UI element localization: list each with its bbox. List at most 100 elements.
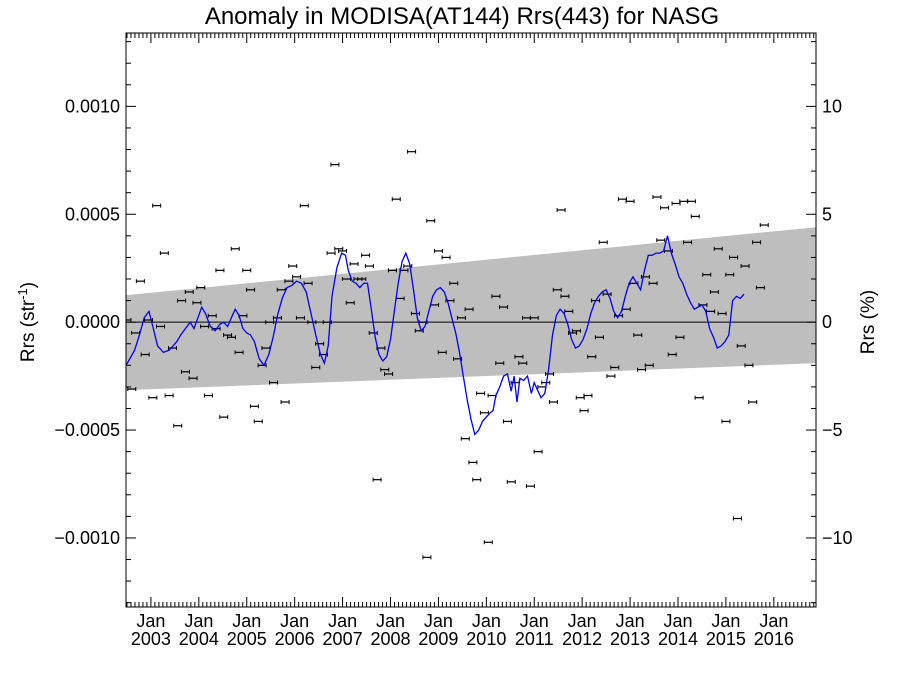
data-point	[345, 300, 355, 305]
data-point	[675, 335, 685, 340]
data-point	[299, 203, 309, 208]
data-point	[702, 272, 712, 277]
x-tick-month: Jan	[136, 611, 165, 631]
data-point	[460, 436, 470, 441]
data-point	[433, 248, 443, 253]
data-point	[660, 205, 670, 210]
data-point	[249, 404, 259, 409]
data-point	[713, 246, 723, 251]
data-point	[721, 419, 731, 424]
data-point	[491, 294, 501, 299]
data-point	[656, 238, 666, 243]
data-point	[598, 240, 608, 245]
x-tick-month: Jan	[472, 611, 501, 631]
data-point	[759, 223, 769, 228]
data-point	[717, 311, 727, 316]
data-point	[338, 248, 348, 253]
data-point	[575, 395, 585, 400]
data-point	[644, 363, 654, 368]
x-tick-month: Jan	[663, 611, 692, 631]
data-point	[533, 449, 543, 454]
data-point	[709, 289, 719, 294]
data-point	[725, 272, 735, 277]
data-point	[223, 333, 233, 338]
data-point	[671, 201, 681, 206]
x-tick-month: Jan	[184, 611, 213, 631]
data-point	[476, 391, 486, 396]
data-point	[637, 367, 647, 372]
data-point	[683, 240, 693, 245]
data-point	[502, 419, 512, 424]
data-point	[594, 335, 604, 340]
x-tick-month: Jan	[376, 611, 405, 631]
data-point	[748, 400, 758, 404]
data-point	[525, 484, 535, 489]
x-tick-month: Jan	[711, 611, 740, 631]
data-point	[449, 281, 459, 286]
chart-title: Anomaly in MODISA(AT144) Rrs(443) for NA…	[205, 3, 719, 30]
data-point	[326, 251, 336, 256]
data-point	[468, 460, 478, 465]
x-tick-year: 2009	[418, 629, 458, 649]
data-point	[495, 361, 505, 366]
data-point	[177, 298, 187, 303]
data-point	[441, 255, 451, 260]
data-point	[652, 195, 662, 199]
data-point	[732, 516, 742, 521]
data-point	[257, 363, 267, 368]
data-point	[164, 393, 174, 398]
x-tick-month: Jan	[568, 611, 597, 631]
data-point	[564, 309, 574, 314]
data-point	[755, 285, 765, 290]
data-point	[633, 333, 643, 338]
data-point	[159, 251, 169, 256]
x-tick-month: Jan	[520, 611, 549, 631]
data-point	[135, 279, 145, 284]
data-point	[617, 197, 627, 202]
x-tick-month: Jan	[328, 611, 357, 631]
data-point	[303, 281, 313, 286]
data-point	[529, 315, 539, 320]
right-tick-label: −10	[822, 528, 853, 548]
data-point	[606, 374, 616, 379]
left-y-axis: 0.0010 0.0005 0.0000 −0.0005 −0.0010	[54, 41, 136, 604]
data-point	[284, 279, 294, 284]
data-point	[380, 367, 390, 372]
data-point	[311, 365, 321, 370]
left-tick-label: 0.0010	[65, 96, 120, 116]
y-axis-label-right: Rrs (%)	[858, 290, 879, 354]
data-point	[579, 408, 589, 413]
data-point	[173, 423, 183, 428]
data-point	[196, 285, 206, 290]
data-point	[602, 292, 612, 297]
data-point	[552, 287, 562, 292]
data-point	[219, 415, 229, 420]
data-point	[330, 162, 340, 167]
data-point	[246, 287, 256, 292]
data-point	[126, 318, 132, 322]
data-point	[740, 264, 750, 269]
data-point	[192, 300, 202, 305]
x-tick-year: 2003	[131, 629, 171, 649]
data-point	[295, 315, 305, 320]
x-tick-month: Jan	[280, 611, 309, 631]
data-point	[407, 149, 417, 154]
data-point	[127, 387, 137, 392]
right-tick-label: −5	[822, 420, 843, 440]
data-point	[349, 261, 359, 266]
x-tick-year: 2007	[323, 629, 363, 649]
data-point	[545, 371, 555, 376]
data-point	[372, 477, 382, 482]
x-tick-year: 2010	[466, 629, 506, 649]
data-point	[364, 264, 374, 269]
x-tick-month: Jan	[616, 611, 645, 631]
x-tick-month: Jan	[232, 611, 261, 631]
data-point	[667, 352, 677, 357]
data-point	[514, 354, 524, 359]
data-point	[334, 246, 344, 251]
data-point	[690, 214, 700, 219]
data-point	[188, 376, 198, 381]
data-point	[506, 479, 516, 484]
data-point	[265, 320, 275, 325]
data-point	[307, 320, 317, 325]
